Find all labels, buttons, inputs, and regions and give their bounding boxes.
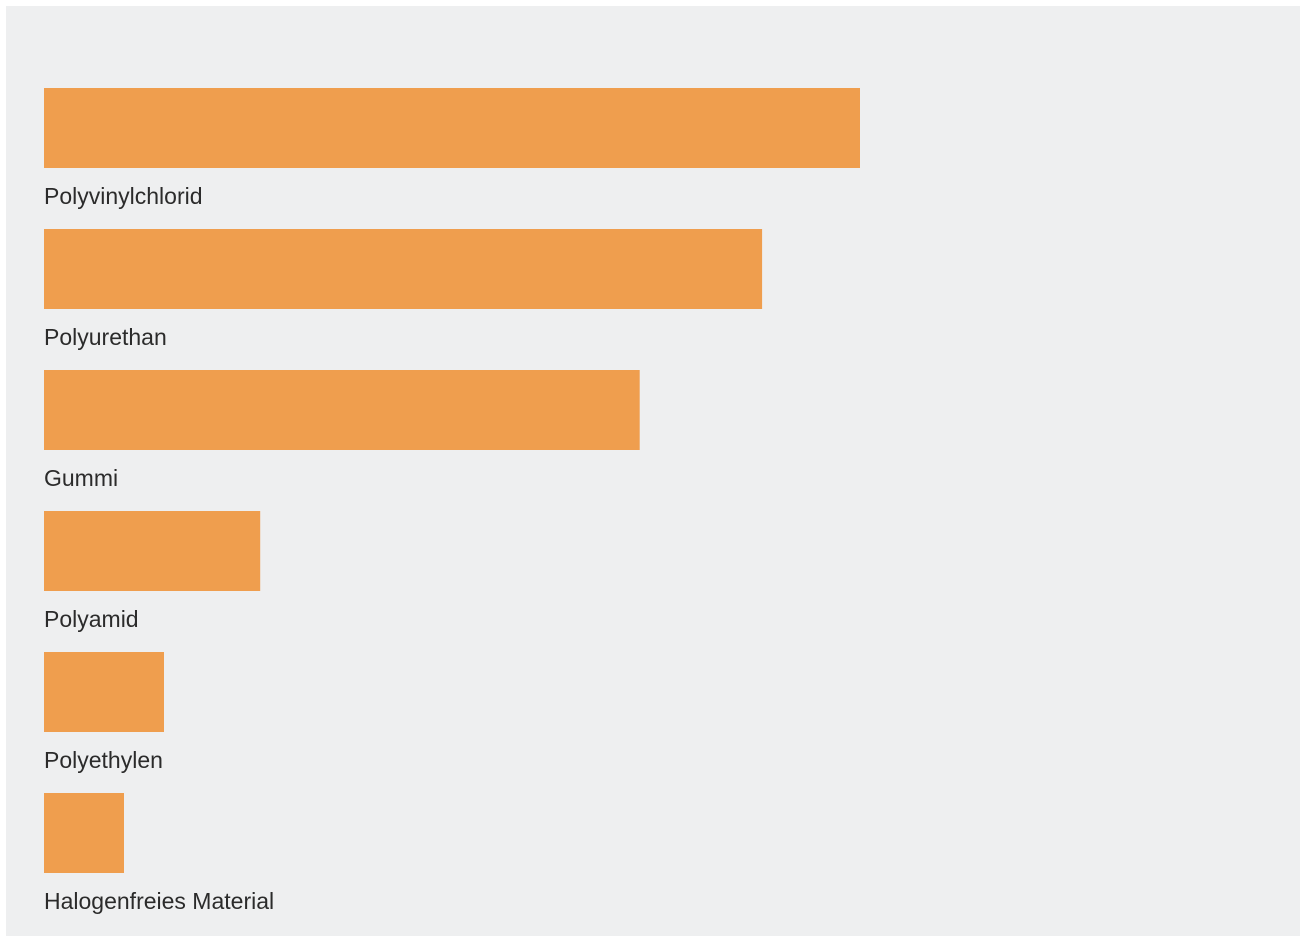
chart-panel: Polyvinylchlorid Polyurethan Gummi Polyamid… xyxy=(6,6,1300,936)
category-label-polyurethan: Polyurethan xyxy=(44,324,167,350)
category-label-polyvinylchlorid: Polyvinylchlorid xyxy=(44,183,203,209)
category-label-polyamid: Polyamid xyxy=(44,606,139,632)
bars-group xyxy=(44,88,860,873)
category-label-polyethylen: Polyethylen xyxy=(44,747,163,773)
bar-polyurethan xyxy=(44,229,763,309)
bar-polyamid xyxy=(44,511,261,591)
category-label-gummi: Gummi xyxy=(44,465,118,491)
bar-chart: Polyvinylchlorid Polyurethan Gummi Polyamid… xyxy=(44,88,860,914)
category-labels-group: Polyvinylchlorid Polyurethan Gummi Polyamid… xyxy=(44,183,274,914)
category-label-halogenfreies-material: Halogenfreies Material xyxy=(44,888,274,914)
bar-halogenfreies-material xyxy=(44,793,124,873)
bar-polyvinylchlorid xyxy=(44,88,860,168)
bar-gummi xyxy=(44,370,640,450)
bar-polyethylen xyxy=(44,652,164,732)
